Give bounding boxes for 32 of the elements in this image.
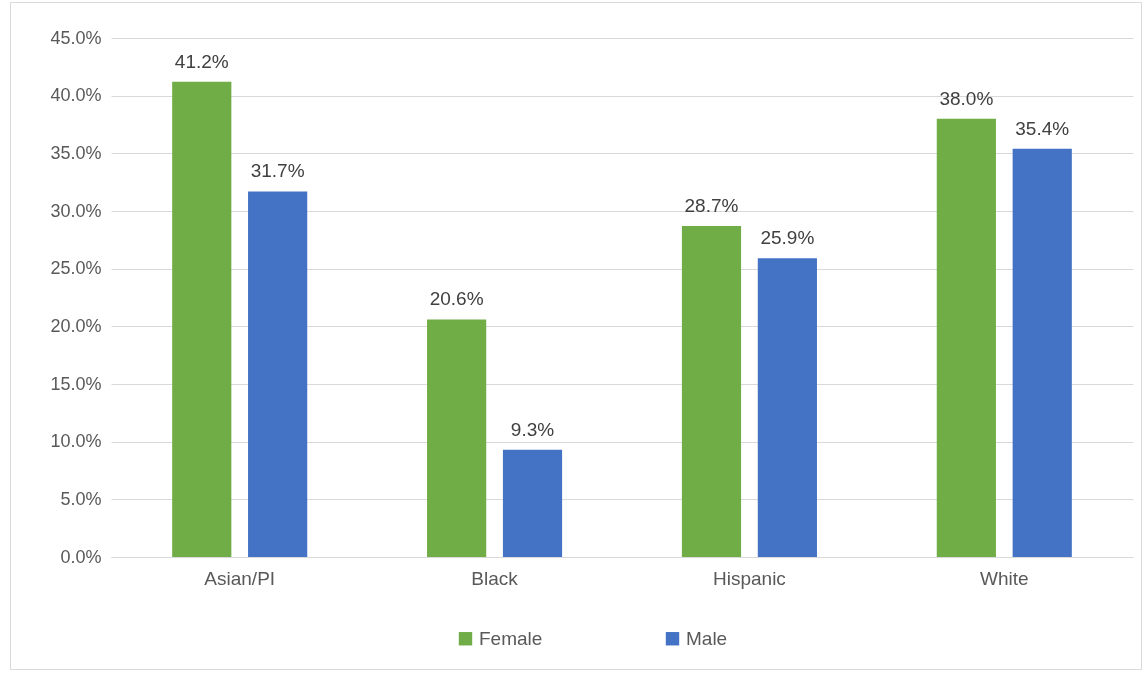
y-tick-label: 35.0% <box>50 142 102 163</box>
y-tick-label: 20.0% <box>50 315 102 336</box>
bar <box>172 81 232 557</box>
data-label: 9.3% <box>510 418 555 440</box>
y-tick-label: 30.0% <box>50 200 102 221</box>
legend-label: Female <box>479 627 543 649</box>
data-label: 20.6% <box>429 288 484 310</box>
y-tick-label: 15.0% <box>50 373 102 394</box>
bar <box>681 225 742 557</box>
y-tick-label: 10.0% <box>50 431 102 452</box>
bar <box>502 449 563 557</box>
bar <box>1012 148 1072 557</box>
y-tick-label: 25.0% <box>50 258 102 279</box>
bar <box>757 258 817 557</box>
data-label: 25.9% <box>760 227 815 249</box>
data-label: 38.0% <box>939 87 994 109</box>
y-tick-label: 45.0% <box>50 27 102 48</box>
data-label: 35.4% <box>1015 117 1070 139</box>
bar <box>248 191 308 557</box>
y-tick-label: 40.0% <box>50 85 102 106</box>
x-tick-label: Black <box>471 567 519 589</box>
x-tick-label: White <box>980 567 1029 589</box>
x-tick-label: Asian/PI <box>204 567 276 589</box>
bar <box>427 319 487 557</box>
legend-label: Male <box>686 627 728 649</box>
y-tick-label: 5.0% <box>60 488 102 509</box>
y-tick-label: 0.0% <box>60 546 102 567</box>
data-label: 41.2% <box>174 50 229 72</box>
bar <box>936 118 996 557</box>
x-tick-label: Hispanic <box>712 567 786 589</box>
data-label: 28.7% <box>684 194 739 216</box>
data-label: 31.7% <box>250 160 305 182</box>
